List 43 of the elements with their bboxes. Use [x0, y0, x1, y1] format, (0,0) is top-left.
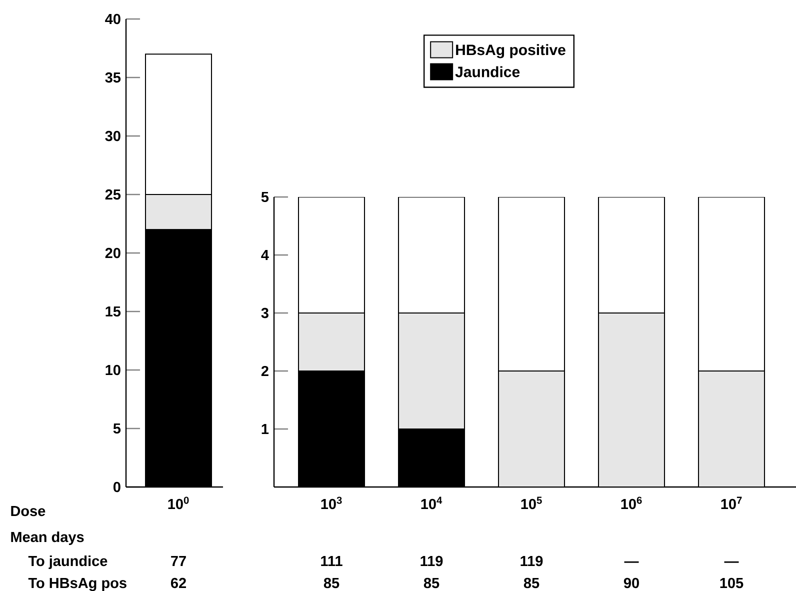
text: Mean days — [11, 531, 84, 546]
text: To jaundice — [28, 555, 108, 570]
x-tick-label: 10$^{6}$ — [621, 496, 642, 510]
text: 105 — [720, 578, 744, 588]
text: 90 — [624, 578, 639, 588]
y-tick-label: 35 — [105, 72, 121, 83]
x-tick-label: 10$^{3}$ — [321, 496, 342, 510]
text: 85 — [324, 578, 340, 588]
x-tick-label: 10$^{4}$ — [421, 496, 442, 510]
bar — [498, 370, 566, 487]
text: To HBsAg pos — [28, 578, 126, 591]
y-tick-label: 30 — [105, 130, 120, 142]
legend-label: Jaundice — [455, 66, 520, 78]
y-tick-label: 5 — [261, 192, 269, 202]
y-tick-label: 40 — [105, 14, 120, 24]
y-tick-label: 4 — [261, 250, 269, 260]
y-tick-label: 3 — [261, 308, 268, 318]
x-tick-label: 10$^{7}$ — [721, 496, 742, 510]
y-tick-label: 5 — [113, 423, 121, 434]
text: 77 — [171, 556, 186, 566]
text: 119 — [420, 556, 443, 566]
y-tick-label: 20 — [105, 248, 120, 258]
text: 62 — [170, 578, 186, 588]
text: — — [624, 561, 639, 563]
text: Dose — [11, 506, 46, 516]
y-tick-label: 15 — [106, 306, 121, 317]
x-tick-label: 10$^{0}$ — [168, 496, 189, 510]
bar — [398, 312, 466, 430]
x-tick-label: 10$^{5}$ — [521, 496, 542, 510]
legend-label: HBsAg positive — [456, 44, 566, 58]
bar — [598, 312, 666, 487]
bar — [298, 312, 366, 372]
text: 85 — [424, 578, 440, 588]
y-tick-label: 10 — [106, 364, 120, 376]
y-tick-label: 25 — [105, 189, 121, 200]
y-tick-label: 1 — [262, 424, 269, 434]
text: — — [724, 561, 739, 563]
y-tick-label: 0 — [113, 482, 120, 492]
text: 111 — [321, 556, 342, 566]
y-tick-label: 2 — [261, 366, 268, 376]
bar — [698, 370, 766, 487]
text: 119 — [520, 556, 543, 566]
text: 85 — [524, 578, 540, 588]
